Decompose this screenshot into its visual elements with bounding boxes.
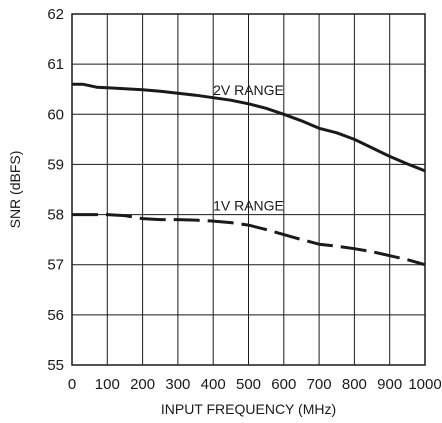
x-tick-label-0: 0 [68, 376, 76, 393]
x-tick-label-100: 100 [95, 376, 120, 393]
x-tick-label-300: 300 [165, 376, 190, 393]
x-tick-label-400: 400 [201, 376, 226, 393]
y-tick-label-62: 62 [47, 6, 64, 23]
series-label-2v-range: 2V RANGE [213, 82, 284, 98]
y-tick-label-56: 56 [47, 307, 64, 324]
plot-frame [71, 13, 426, 366]
x-axis-title: INPUT FREQUENCY (MHz) [161, 401, 336, 417]
y-tick-label-57: 57 [47, 257, 64, 274]
x-tick-label-1000: 1000 [408, 376, 441, 393]
series-line-1v-range [72, 213, 426, 267]
y-tick-label-59: 59 [47, 156, 64, 173]
x-tick-label-600: 600 [271, 376, 296, 393]
y-tick-label-58: 58 [47, 207, 64, 224]
y-tick-label-60: 60 [47, 106, 64, 123]
series-line-2v-range [72, 82, 426, 173]
y-tick-label-55: 55 [47, 357, 64, 374]
x-tick-label-500: 500 [236, 376, 261, 393]
series-label-1v-range: 1V RANGE [213, 198, 284, 214]
y-tick-labels: 55 56 57 58 59 60 61 62 [47, 6, 64, 374]
y-axis-title: SNR (dBFS) [7, 151, 23, 229]
grid [71, 13, 426, 366]
y-tick-label-61: 61 [47, 56, 64, 73]
x-tick-label-900: 900 [377, 376, 402, 393]
series-layer [72, 82, 426, 267]
x-tick-label-800: 800 [342, 376, 367, 393]
x-tick-labels: 0 100 200 300 400 500 600 700 800 900 1000 [68, 376, 442, 393]
x-tick-label-200: 200 [130, 376, 155, 393]
x-tick-label-700: 700 [307, 376, 332, 393]
